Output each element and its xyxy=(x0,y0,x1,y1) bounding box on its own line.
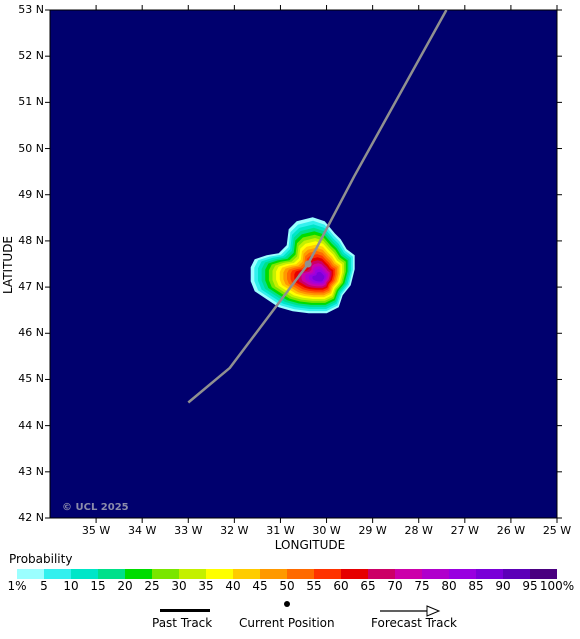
lat-tick-label: 50 N xyxy=(18,141,44,155)
colorbar-swatch xyxy=(44,569,71,579)
colorbar-label: 50 xyxy=(279,579,295,593)
lat-tick-label: 45 N xyxy=(18,372,44,386)
lon-tick-label: 30 W xyxy=(312,524,341,537)
probability-contour-17 xyxy=(312,271,325,282)
forecast-track-arrow-icon xyxy=(380,605,441,617)
colorbar-swatch xyxy=(233,569,260,579)
colorbar-swatch xyxy=(341,569,368,579)
y-axis-title: LATITUDE xyxy=(1,235,15,295)
lon-tick-label: 26 W xyxy=(496,524,526,537)
colorbar-swatch xyxy=(98,569,125,579)
lon-tick-label: 25 W xyxy=(542,524,572,537)
colorbar-label: 35 xyxy=(198,579,214,593)
colorbar-swatch xyxy=(476,569,503,579)
forecast-track-label: Forecast Track xyxy=(371,616,457,630)
probability-colorbar xyxy=(17,569,557,579)
lat-tick-label: 49 N xyxy=(18,187,44,201)
past-track-label: Past Track xyxy=(152,616,213,630)
colorbar-swatch xyxy=(422,569,449,579)
colorbar-label: 75 xyxy=(414,579,430,593)
lat-tick-label: 47 N xyxy=(18,280,44,294)
colorbar-label: 10 xyxy=(63,579,79,593)
x-axis-title: LONGITUDE xyxy=(274,538,346,552)
colorbar-swatch xyxy=(152,569,179,579)
lat-tick-label: 52 N xyxy=(18,49,44,63)
colorbar-swatch xyxy=(395,569,422,579)
colorbar-swatch xyxy=(503,569,530,579)
past-track-line-icon xyxy=(160,609,210,612)
colorbar-swatch xyxy=(449,569,476,579)
probability-map xyxy=(45,5,562,523)
colorbar-label: 70 xyxy=(387,579,403,593)
colorbar-label: 1% xyxy=(7,579,27,593)
forecast-track-legend: Forecast Track xyxy=(370,601,480,631)
colorbar-swatch xyxy=(125,569,152,579)
lon-tick-label: 31 W xyxy=(266,524,295,537)
colorbar-swatch xyxy=(287,569,314,579)
probability-field xyxy=(250,217,355,314)
colorbar-swatch xyxy=(530,569,557,579)
storm-track xyxy=(187,10,448,404)
axis-ticks xyxy=(45,5,562,523)
colorbar-swatch xyxy=(71,569,98,579)
colorbar-label: 90 xyxy=(495,579,511,593)
lat-tick-label: 43 N xyxy=(18,464,44,478)
colorbar-label: 25 xyxy=(144,579,160,593)
past-track-legend: Past Track xyxy=(150,601,230,631)
lat-tick-label: 51 N xyxy=(18,95,44,109)
lon-tick-label: 32 W xyxy=(220,524,249,537)
probability-legend-title: Probability xyxy=(9,552,73,566)
colorbar-label: 60 xyxy=(333,579,349,593)
colorbar-swatch xyxy=(260,569,287,579)
lat-tick-label: 46 N xyxy=(18,326,44,340)
lon-tick-label: 27 W xyxy=(450,524,479,537)
colorbar-label: 30 xyxy=(171,579,187,593)
lat-tick-label: 48 N xyxy=(18,233,44,247)
lon-tick-label: 29 W xyxy=(358,524,387,537)
colorbar-label: 40 xyxy=(225,579,241,593)
current-position-label: Current Position xyxy=(239,616,335,630)
colorbar-swatch xyxy=(368,569,395,579)
colorbar-label: 5 xyxy=(40,579,48,593)
lon-tick-label: 33 W xyxy=(174,524,203,537)
lon-tick-label: 34 W xyxy=(127,524,157,537)
colorbar-swatch xyxy=(206,569,233,579)
current-position-dot-icon xyxy=(284,601,290,607)
colorbar-label: 20 xyxy=(117,579,133,593)
colorbar-label: 15 xyxy=(90,579,106,593)
current-position-legend: Current Position xyxy=(235,601,355,631)
lat-tick-label: 53 N xyxy=(18,3,44,16)
colorbar-label: 55 xyxy=(306,579,322,593)
lon-tick-label: 35 W xyxy=(81,524,111,537)
colorbar-labels: 1% 5 10 15 20 25 30 35 40 45 50 55 60 65 70 75 80 85 90 95 1… xyxy=(0,579,580,595)
colorbar-swatch xyxy=(179,569,206,579)
colorbar-label: 45 xyxy=(252,579,268,593)
current-position-marker xyxy=(304,260,312,268)
colorbar-label: 95 xyxy=(522,579,538,593)
colorbar-label: 80 xyxy=(441,579,457,593)
lat-tick-label: 42 N xyxy=(18,511,44,524)
colorbar-swatch xyxy=(17,569,44,579)
lat-tick-label: 44 N xyxy=(18,418,44,432)
colorbar-label: 100% xyxy=(539,579,575,593)
lon-tick-label: 28 W xyxy=(404,524,433,537)
colorbar-label: 85 xyxy=(468,579,484,593)
colorbar-swatch xyxy=(314,569,341,579)
colorbar-label: 65 xyxy=(360,579,376,593)
copyright-notice: © UCL 2025 xyxy=(62,502,129,513)
